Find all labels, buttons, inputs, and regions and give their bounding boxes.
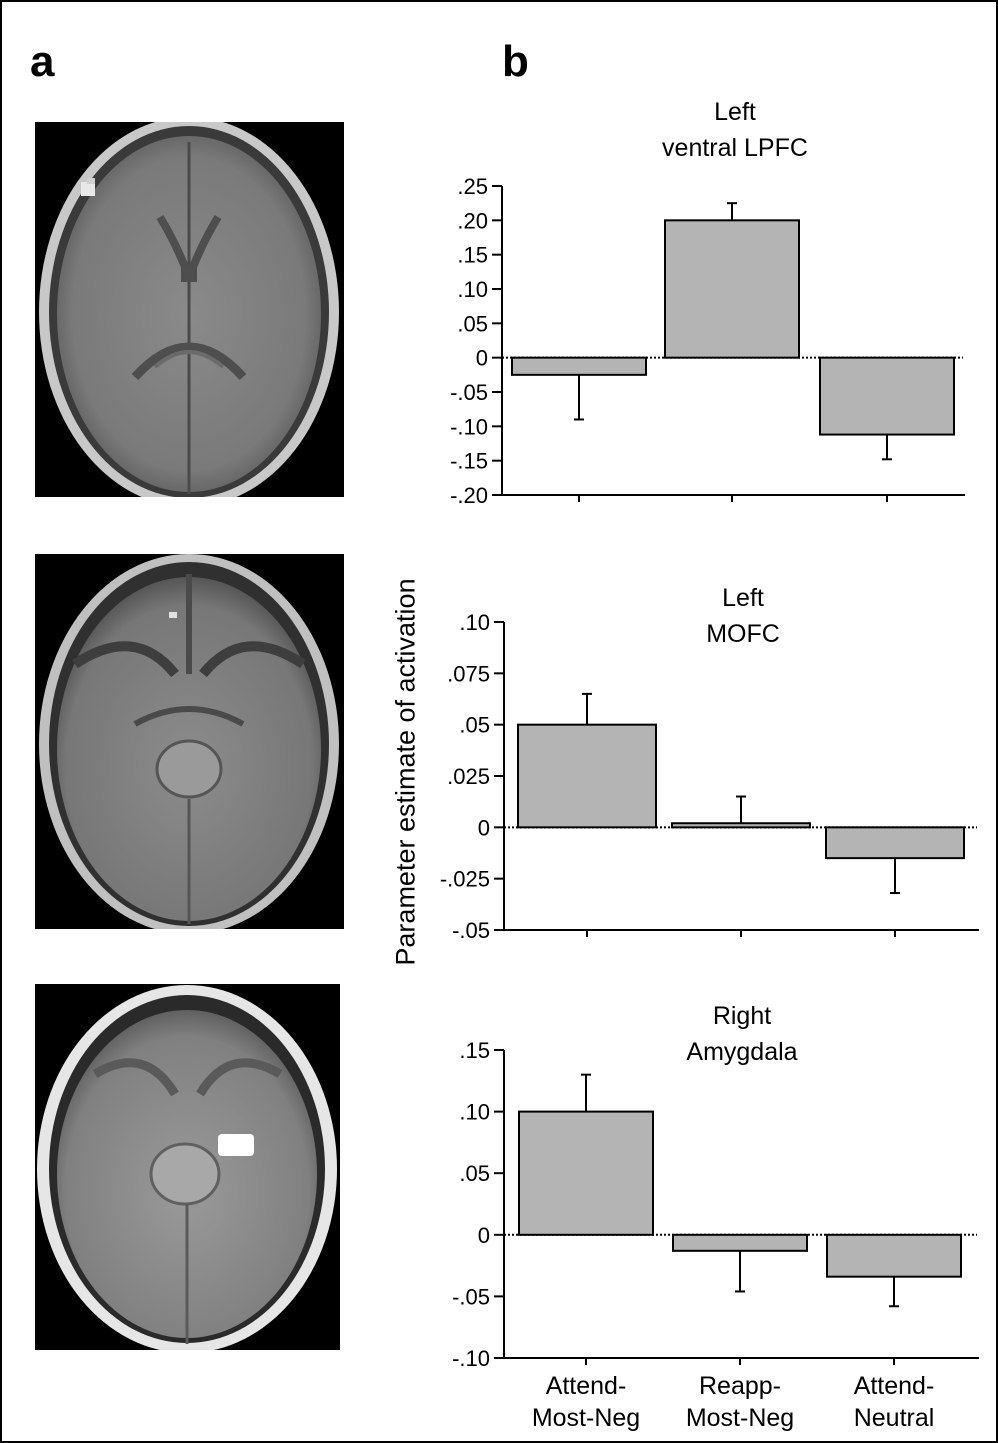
- chart-1-ytick-label-1: .075: [447, 661, 490, 686]
- chart-1-bar-1: [671, 822, 811, 829]
- chart-0-ytick-label-7: -.10: [450, 414, 488, 439]
- chart-1-ytick-label-4: 0: [478, 815, 490, 840]
- chart-1-ytick-label-2: .05: [459, 713, 490, 738]
- brain-slice-amygdala: [35, 984, 340, 1350]
- chart-2-bar-1: [672, 1233, 808, 1252]
- chart-0-bar-2: [819, 356, 955, 436]
- chart-0-ytick-label-1: .20: [457, 208, 488, 233]
- chart-0-ytick-label-4: .05: [457, 311, 488, 336]
- chart-2-ytick-label-5: -.10: [452, 1346, 490, 1371]
- brain-slice-lpfc: [35, 122, 344, 497]
- chart-2-ytick-label-4: -.05: [452, 1284, 490, 1309]
- chart-1-title-line-1: MOFC: [706, 620, 780, 648]
- chart-2-xtick-label-1-1: Most-Neg: [686, 1404, 794, 1432]
- chart-0-ytick-label-3: .10: [457, 277, 488, 302]
- chart-1-ytick-label-3: .025: [447, 764, 490, 789]
- chart-0-ytick-label-2: .15: [457, 243, 488, 268]
- chart-0-ytick-label-8: -.15: [450, 449, 488, 474]
- chart-1-ytick-label-0: .10: [459, 610, 490, 635]
- chart-2-bar-2: [826, 1233, 962, 1278]
- brain-slice-mofc: [35, 554, 344, 929]
- chart-0-title-line-0: Left: [714, 98, 756, 126]
- chart-0-ytick-label-0: .25: [457, 174, 488, 199]
- panel-label-a: a: [30, 37, 55, 86]
- chart-2-title-line-1: Amygdala: [686, 1038, 797, 1066]
- chart-2-ytick-label-3: 0: [478, 1223, 490, 1248]
- chart-0-title-line-1: ventral LPFC: [662, 134, 808, 162]
- chart-0-ytick-label-9: -.20: [450, 483, 488, 508]
- chart-0-bar-0: [511, 356, 647, 376]
- chart-0-bar-1: [664, 219, 800, 359]
- chart-1-bar-2: [825, 826, 965, 860]
- chart-2-bar-0: [518, 1110, 654, 1236]
- chart-2-ytick-label-1: .10: [459, 1100, 490, 1125]
- chart-1-ytick-label-5: -.025: [440, 867, 490, 892]
- chart-2-ytick-label-2: .05: [459, 1161, 490, 1186]
- panel-label-b: b: [502, 37, 529, 86]
- chart-0-ytick-label-5: 0: [476, 346, 488, 371]
- chart-1-ytick-label-6: -.05: [452, 918, 490, 943]
- chart-2-xtick-label-0-0: Attend-: [546, 1372, 627, 1400]
- chart-2-xtick-label-2-1: Neutral: [854, 1404, 935, 1432]
- chart-2-ytick-label-0: .15: [459, 1038, 490, 1063]
- chart-2-xtick-label-1-0: Reapp-: [699, 1372, 781, 1400]
- chart-2-title-line-0: Right: [713, 1002, 771, 1030]
- chart-1-bar-0: [517, 723, 657, 829]
- chart-2-xtick-label-0-1: Most-Neg: [532, 1404, 640, 1432]
- chart-0-ytick-label-6: -.05: [450, 380, 488, 405]
- chart-2-xtick-label-2-0: Attend-: [854, 1372, 935, 1400]
- chart-1-title-line-0: Left: [722, 584, 764, 612]
